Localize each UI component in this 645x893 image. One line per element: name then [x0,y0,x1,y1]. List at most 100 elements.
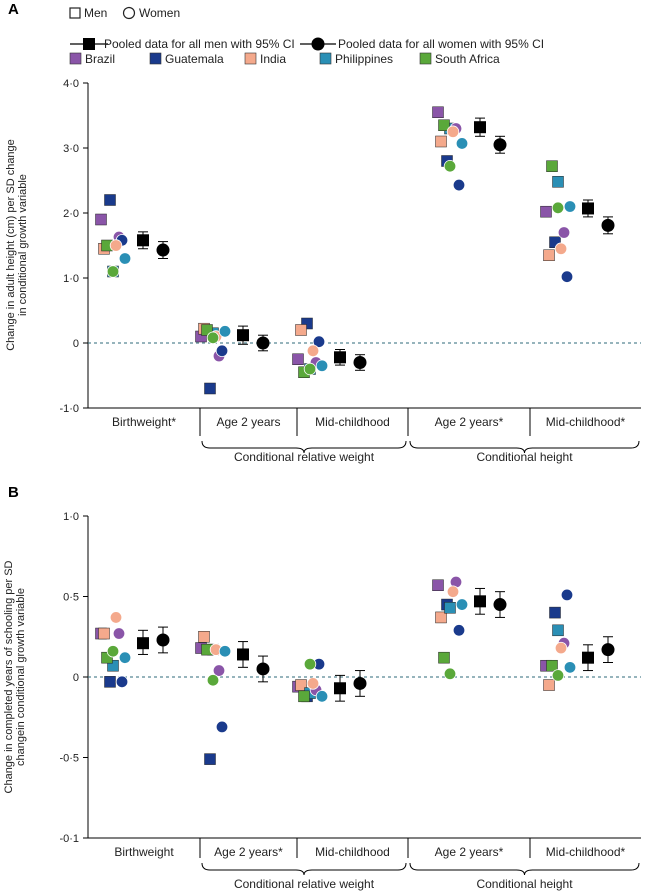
legend-pooled-women-swatch [311,37,325,51]
panel-a-men-point-brazil [540,205,552,218]
panel-b-women-point-guatemala [215,720,229,734]
panel-a-women-point-philippines [218,325,232,338]
panel-b-ylabel-line1: Change in completed years of schooling p… [3,560,15,793]
panel-a-ytick-label: 4·0 [63,78,79,90]
panel-b-men-point-philippines [444,602,456,614]
legend-swatch-guatemala [149,52,162,65]
panel-b-pooled-men-point [334,682,346,695]
panel-a-men-point-india [543,249,555,261]
panel-b-pooled-men-point [582,651,594,664]
panel-a-women-point-philippines [563,200,577,213]
legend-label-guatemala: Guatemala [165,52,224,66]
panel-a-ytick-label: -1·0 [59,403,79,415]
panel-a-women-point-india [109,239,123,252]
panel-b-pooled-women-point [601,643,615,657]
panel-b-pooled-women-point [353,676,367,690]
legend-swatch-brazil [69,52,82,65]
legend-pooled-men-label: Pooled data for all men with 95% CI [104,37,295,51]
panel-b-men-point-south-africa [546,659,558,672]
legend-label-india: India [260,52,286,66]
panel-a-women-point-philippines [455,137,469,150]
panel-b-men-point-brazil [432,579,444,591]
panel-a-pooled-men-point [582,202,594,215]
panel-b-women-point-south-africa [206,674,220,687]
panel-a-pooled-men-point [474,121,486,134]
panel-a-ytick-label: 2·0 [63,208,79,220]
panel-b-women-point-south-africa [303,657,317,671]
panel-b-men-point-philippines [107,659,119,672]
panel-a-women-point-brazil [557,226,571,239]
legend-swatch-india [244,52,257,65]
panel-a-pooled-men-point [334,351,346,364]
panel-a-women-point-india [306,344,320,358]
panel-b-women-point-india [446,585,460,598]
panel-b-women-point-guatemala [560,588,574,602]
panel-b-women-point-india [109,611,123,624]
panel-b-men-point-south-africa [298,690,310,703]
panel-b-pooled-women-point [493,598,507,612]
panel-b-category-label: Birthweight [114,845,174,859]
panel-a-ytick-label: 3·0 [63,143,79,155]
panel-b-category-label: Mid-childhood [315,845,390,859]
panel-b-category-label: Age 2 years* [435,845,504,859]
panel-b-women-point-guatemala [452,624,466,637]
panel-b-ytick-label: 0·5 [63,592,79,604]
panel-a-men-point-south-africa [201,324,213,336]
panel-a-women-point-guatemala [560,270,574,283]
panel-a-pooled-women-point [256,336,270,350]
panel-b-men-point-philippines [552,624,564,637]
panel-a-ytick-label: 0 [73,338,79,350]
panel-a-women-point-south-africa [443,159,457,173]
legend-men-label: Men [84,6,107,20]
panel-b-women-point-philippines [118,651,132,664]
legend-label-brazil: Brazil [85,52,115,66]
legend-women-label: Women [139,6,180,20]
panel-b-pooled-men-point [137,637,149,650]
panel-a-pooled-women-point [156,243,170,257]
panel-b-men-point-india [295,679,307,691]
panel-b-category-label: Age 2 years* [214,845,283,859]
panel-b-women-point-guatemala [115,675,129,689]
panel-a-category-label: Mid-childhood [315,415,390,429]
legend-pooled-men-swatch [83,38,95,50]
panel-a-category-label: Age 2 years [216,415,280,429]
panel-a-category-label: Age 2 years* [435,415,504,429]
panel-a-pooled-women-point [493,138,507,152]
panel-a-men-point-south-africa [438,119,450,131]
panel-b-ytick-label: 1·0 [63,511,79,523]
panel-a-pooled-women-point [601,218,615,232]
panel-b-women-point-india [306,677,320,690]
legend: Men Women Pooled data for all men with 9… [69,6,544,66]
panel-b-group-label: Conditional relative weight [234,877,375,891]
panel-b-women-point-south-africa [106,645,120,658]
panel-a-men-point-guatemala [204,382,216,395]
panel-b-pooled-women-point [256,662,270,676]
panel-b-group-bracket [201,862,407,876]
panel-a-women-point-philippines [118,252,132,265]
panel-a-group-bracket [409,440,640,454]
panel-b-group-label: Conditional height [476,877,573,891]
panel-b-men-point-india [98,627,110,640]
legend-women-swatch [122,6,136,20]
panel-a-ytick-label: 1·0 [63,273,79,285]
legend-countries: Brazil Guatemala India Philippines South Afr… [69,52,500,66]
panel-a-pooled-women-point [353,356,367,369]
panel-a-men-point-guatemala [104,194,116,206]
panel-a: -1·0 0 1·0 2·0 3·0 4·0 Birthweight* Age 2 years… [5,78,641,464]
panel-b-men-point-south-africa [438,651,450,664]
panel-a-women-point-india [554,242,568,255]
panel-a-men-point-philippines [552,176,564,188]
panel-a-women-point-south-africa [551,201,565,215]
panel-b-women-point-philippines [315,690,329,703]
panel-a-letter: A [8,1,19,18]
panel-a-ylabel-line2: in conditional growth variable [17,174,29,316]
panel-a-women-point-south-africa [206,331,220,345]
panel-a-category-label: Mid-childhood* [546,415,626,429]
panel-b-ytick-label: 0 [73,672,79,684]
panel-a-men-point-brazil [292,353,304,365]
panel-a-group-label: Conditional relative weight [234,450,375,464]
panel-a-pooled-men-point [237,329,249,342]
panel-a-women-point-philippines [315,359,329,372]
panel-a-group-label: Conditional height [476,450,573,464]
